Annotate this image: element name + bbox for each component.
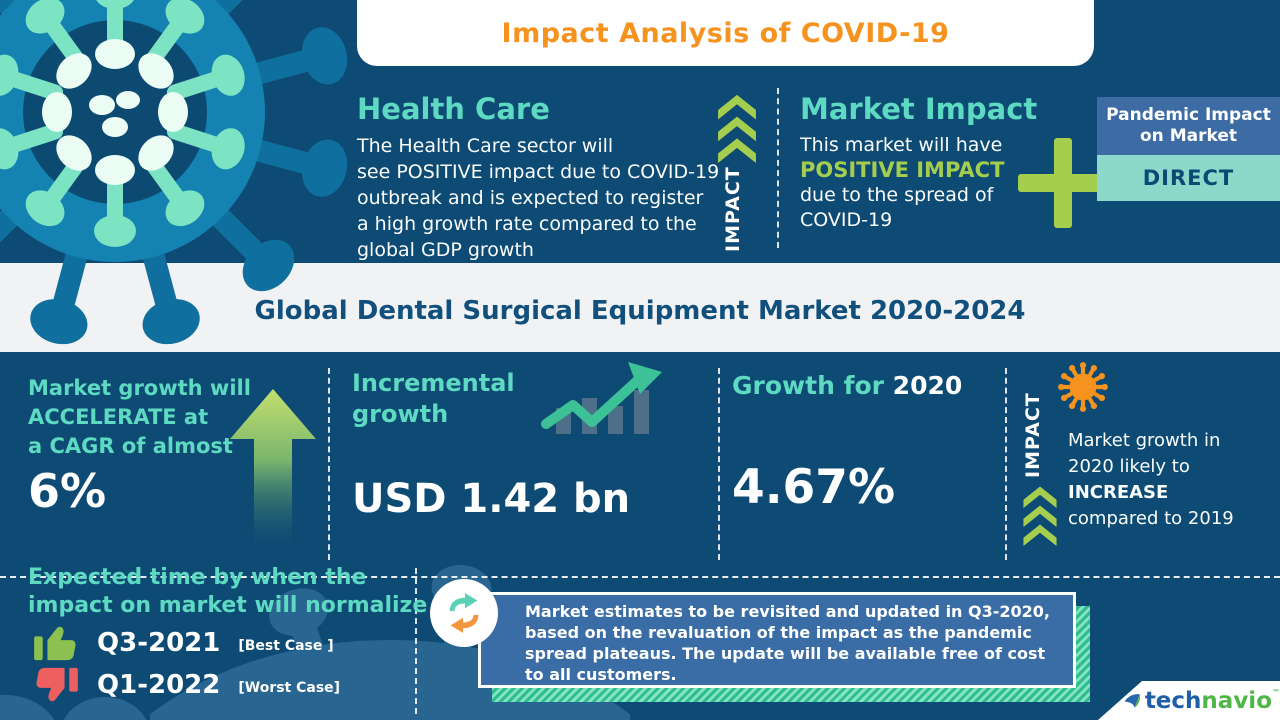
technavio-arrow-icon bbox=[1124, 693, 1140, 708]
coronavirus-illustration-icon bbox=[0, 0, 348, 345]
worst-case-label: [Worst Case] bbox=[238, 680, 341, 696]
note-line: spread plateaus. The update will be avai… bbox=[525, 644, 1046, 663]
impact-2020-text: Market growth in 2020 likely to INCREASE… bbox=[1068, 428, 1234, 532]
worst-case-value: Q1-2022 bbox=[97, 670, 221, 700]
incremental-heading-line: growth bbox=[352, 400, 449, 428]
health-care-body-line: see POSITIVE impact due to COVID-19 bbox=[357, 161, 720, 183]
normalize-heading: Expected time by when the impact on mark… bbox=[28, 564, 427, 620]
growth-2020-heading-teal: Growth for bbox=[732, 371, 893, 400]
note-box: Market estimates to be revisited and upd… bbox=[478, 592, 1076, 688]
refresh-icon bbox=[449, 592, 479, 634]
bottom-vertical-divider bbox=[415, 568, 417, 714]
logo-navio: navio bbox=[1201, 687, 1272, 714]
bottom-section-divider bbox=[0, 576, 1280, 578]
growth-2020-value: 4.67% bbox=[732, 460, 896, 515]
chevrons-up-icon bbox=[718, 94, 756, 163]
pandemic-impact-header-line: on Market bbox=[1140, 126, 1237, 146]
market-impact-heading: Market Impact bbox=[800, 92, 1038, 126]
best-case-value: Q3-2021 bbox=[97, 628, 221, 658]
impact-2020-line: 2020 likely to bbox=[1068, 456, 1190, 477]
market-title: Global Dental Surgical Equipment Market … bbox=[254, 296, 1026, 326]
growth-2020-heading-year: 2020 bbox=[892, 371, 963, 400]
growth-2020-heading: Growth for 2020 bbox=[732, 370, 962, 401]
banner-title: Impact Analysis of COVID-19 bbox=[501, 17, 950, 49]
health-care-heading: Health Care bbox=[357, 92, 550, 126]
normalize-heading-line: Expected time by when the bbox=[28, 565, 367, 590]
note-line: based on the revaluation of the impact a… bbox=[525, 623, 1032, 642]
pandemic-impact-header-line: Pandemic Impact bbox=[1106, 105, 1271, 125]
thumbs-down-icon bbox=[36, 667, 78, 702]
coronavirus-small-icon bbox=[1058, 362, 1108, 412]
market-impact-line: This market will have bbox=[800, 134, 1003, 156]
impact-vertical-label: IMPACT bbox=[722, 166, 744, 252]
market-impact-line: due to the spread of bbox=[800, 184, 994, 206]
technavio-wordmark: technavio™ bbox=[1145, 688, 1280, 714]
health-care-body-line: The Health Care sector will bbox=[357, 135, 614, 157]
plus-icon bbox=[1018, 138, 1108, 228]
impact-2020-line: compared to 2019 bbox=[1068, 508, 1234, 529]
logo-tech: tech bbox=[1144, 687, 1202, 714]
impact-2020-increase: INCREASE bbox=[1068, 482, 1169, 503]
trend-up-icon bbox=[541, 362, 662, 434]
coronavirus-silhouette-decoration bbox=[0, 695, 147, 720]
normalize-heading-line: impact on market will normalize bbox=[28, 593, 428, 618]
title-band bbox=[0, 263, 1280, 352]
health-care-body-line: global GDP growth bbox=[357, 239, 534, 261]
worst-case-row: Q1-2022 [Worst Case] bbox=[33, 666, 340, 704]
incremental-heading-line: Incremental bbox=[352, 369, 515, 397]
logo-trademark: ™ bbox=[1272, 687, 1280, 697]
refresh-badge bbox=[430, 579, 498, 647]
cagr-value: 6% bbox=[28, 464, 107, 518]
cagr-heading: Market growth will ACCELERATE at a CAGR … bbox=[28, 374, 251, 461]
health-care-body-line: outbreak and is expected to register bbox=[357, 187, 704, 209]
thumbs-up-icon bbox=[34, 626, 76, 661]
arrow-up-icon bbox=[230, 389, 316, 549]
note-line: Market estimates to be revisited and upd… bbox=[525, 602, 1050, 621]
incremental-growth-value: USD 1.42 bn bbox=[352, 476, 631, 522]
market-impact-body: This market will have POSITIVE IMPACT du… bbox=[800, 133, 1004, 233]
top-section-divider bbox=[777, 88, 779, 248]
best-case-label: [Best Case ] bbox=[238, 638, 334, 654]
stats-divider bbox=[718, 368, 720, 560]
stats-divider bbox=[328, 368, 330, 560]
technavio-logo[interactable]: technavio™ bbox=[1098, 681, 1280, 720]
chevrons-up-icon bbox=[1023, 486, 1057, 546]
stats-divider bbox=[1005, 368, 1007, 560]
pandemic-impact-header: Pandemic Impact on Market bbox=[1097, 97, 1280, 155]
impact-vertical-label: IMPACT bbox=[1022, 392, 1044, 478]
cagr-heading-line: Market growth will bbox=[28, 376, 251, 400]
health-care-body: The Health Care sector will see POSITIVE… bbox=[357, 133, 719, 263]
pandemic-impact-value: DIRECT bbox=[1097, 155, 1280, 201]
market-impact-highlight: POSITIVE IMPACT bbox=[800, 158, 1005, 182]
market-impact-line: COVID-19 bbox=[800, 209, 893, 231]
best-case-row: Q3-2021 [Best Case ] bbox=[33, 624, 334, 662]
health-care-body-line: a high growth rate compared to the bbox=[357, 213, 697, 235]
cagr-heading-line: a CAGR of almost bbox=[28, 434, 233, 458]
note-text: Market estimates to be revisited and upd… bbox=[525, 601, 1050, 685]
note-line: to all customers. bbox=[525, 665, 677, 684]
impact-2020-line: Market growth in bbox=[1068, 430, 1221, 451]
pandemic-impact-box: Pandemic Impact on Market DIRECT bbox=[1097, 97, 1280, 201]
incremental-growth-heading: Incremental growth bbox=[352, 368, 515, 430]
cagr-heading-line: ACCELERATE at bbox=[28, 405, 209, 429]
top-banner: Impact Analysis of COVID-19 bbox=[357, 0, 1094, 66]
